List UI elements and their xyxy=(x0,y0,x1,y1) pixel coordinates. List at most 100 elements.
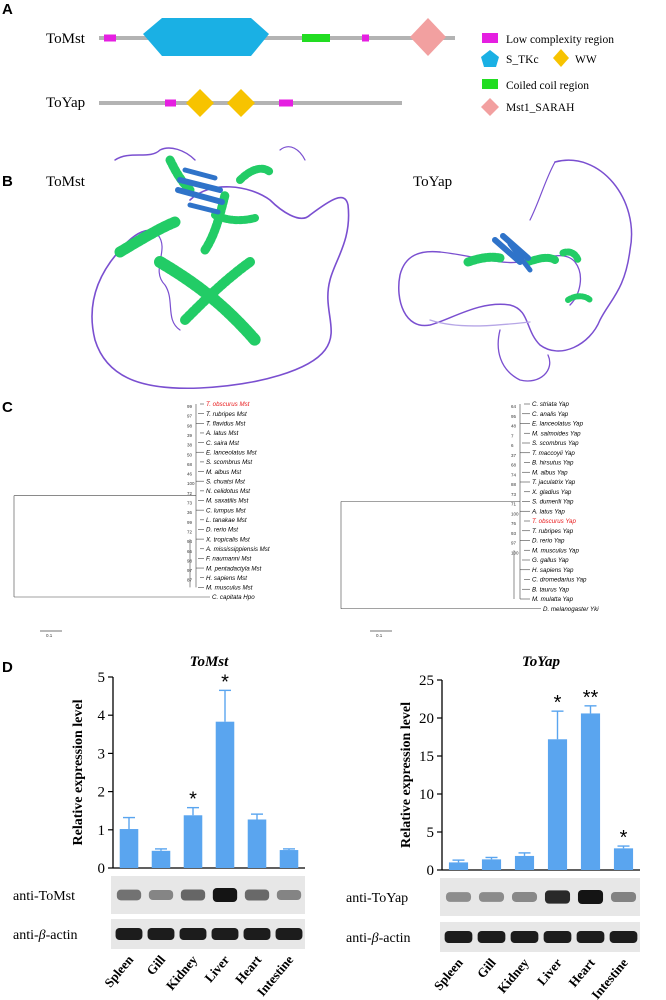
legend-coiled-coil: Coiled coil region xyxy=(506,80,589,92)
y-tick-label: 4 xyxy=(98,708,106,724)
category-label: Kidney xyxy=(163,952,201,993)
y-axis-label: Relative expression level xyxy=(71,699,86,845)
target-protein-band xyxy=(577,890,604,904)
taxon-label: G. gallus Yap xyxy=(532,557,569,564)
tomst-sheet-4 xyxy=(187,202,221,215)
yap-phylogenetic-tree: C. striata Yap C. analis Yap E. lanceolatu… xyxy=(340,401,599,638)
target-protein-band xyxy=(116,889,142,901)
actin-band xyxy=(211,928,239,940)
target-protein-band xyxy=(610,891,637,903)
actin-band xyxy=(243,928,271,940)
bootstrap-value: 73 xyxy=(511,492,517,497)
actin-band xyxy=(275,928,303,940)
significance-marker: * xyxy=(554,692,562,714)
bar xyxy=(613,848,634,870)
category-label: Liver xyxy=(534,955,565,988)
taxon-label: C. striata Yap xyxy=(532,401,569,408)
taxon-label: D. melanogaster Yki xyxy=(543,606,599,613)
bootstrap-value: 97 xyxy=(187,568,193,573)
bootstrap-value: 38 xyxy=(187,443,193,448)
taxon-label: E. lanceolatus Yap xyxy=(532,421,584,428)
bootstrap-value: 88 xyxy=(511,482,517,487)
category-label: Heart xyxy=(565,955,598,990)
tomst-domain-track xyxy=(99,18,455,56)
target-protein-band xyxy=(276,889,302,901)
pink-diamond-icon xyxy=(481,98,499,116)
toyap-coil-faint xyxy=(429,319,531,327)
taxon-label: C. saira Mst xyxy=(206,440,239,447)
y-tick-label: 5 xyxy=(427,825,435,841)
target-protein-band xyxy=(244,889,270,901)
taxon-label: C. dromedarius Yap xyxy=(532,577,587,584)
toyap-helix-2 xyxy=(524,253,559,266)
toyap-ww-domain-2 xyxy=(227,89,255,117)
taxon-label: M. musculus Mst xyxy=(206,585,253,592)
anti-toyap-label: anti-ToYap xyxy=(346,891,408,906)
toyap-helix-3 xyxy=(559,248,582,264)
taxon-label: A. latus Yap xyxy=(531,508,565,515)
bootstrap-value: 94 xyxy=(187,539,193,544)
actin-band xyxy=(444,931,473,943)
bootstrap-value: 72 xyxy=(187,529,193,534)
highlighted-taxon-label: T. obscurus Yap xyxy=(532,518,576,525)
bootstrap-value: 36 xyxy=(187,510,193,515)
taxon-label: M. pentadactyla Mst xyxy=(206,565,262,572)
taxon-label: X. tropicalis Mst xyxy=(205,536,250,543)
bootstrap-value: 64 xyxy=(511,404,517,409)
toyap-coil-loop xyxy=(398,159,633,352)
toyap-coil-inner xyxy=(439,251,582,306)
actin-band xyxy=(147,928,175,940)
domain-legend: Low complexity region S_TKc WW Coiled co… xyxy=(481,33,614,116)
panel-c-letter: C xyxy=(2,399,13,416)
taxon-label: M. salmoides Yap xyxy=(532,430,581,437)
tomst-coil-top xyxy=(114,147,196,161)
yellow-diamond-icon xyxy=(553,49,569,67)
actin-blot-membrane-right xyxy=(440,922,640,952)
tomst-helix-5 xyxy=(165,155,195,195)
bar xyxy=(547,739,568,870)
target-protein-band xyxy=(544,890,571,904)
anti-tomst-label: anti-ToMst xyxy=(13,889,75,904)
mst-phylogenetic-tree: T. obscurus Mst T. rubripes Mst T. flavidu… xyxy=(13,401,270,638)
tomst-structure-label: ToMst xyxy=(46,174,86,190)
taxon-label: L. tanakae Mst xyxy=(206,517,247,524)
bootstrap-value: 48 xyxy=(511,424,517,429)
taxon-label: M. mulatta Yap xyxy=(532,596,574,603)
target-protein-band xyxy=(511,892,538,902)
toyap-sheet-3 xyxy=(507,241,533,273)
panel-d: D ToMst Relative expression level 0 1 2 3 4 5 Sp… xyxy=(2,654,640,1000)
highlighted-taxon-label: T. obscurus Mst xyxy=(206,401,250,408)
taxon-label: C. lumpus Mst xyxy=(206,507,246,514)
taxon-label: S. scombrus Yap xyxy=(532,440,579,447)
toyap-domain-track xyxy=(99,89,402,117)
tree-scale-label: 0.1 xyxy=(376,633,383,638)
tomst-helix-1 xyxy=(114,216,181,258)
bootstrap-value: 37 xyxy=(511,453,517,458)
taxon-label: M. musculus Yap xyxy=(532,547,579,554)
tomst-helix-6 xyxy=(236,164,274,184)
toyap-helix-1 xyxy=(463,252,505,267)
taxon-label: M. albus Mst xyxy=(206,469,241,476)
chart-title: ToMst xyxy=(190,654,229,670)
legend-s-tkc: S_TKc xyxy=(506,54,539,66)
actin-band xyxy=(510,931,539,943)
tomst-sheet-2 xyxy=(175,187,225,205)
taxon-label: B. taurus Yap xyxy=(532,586,569,593)
taxon-label: T. rubripes Yap xyxy=(532,528,574,535)
toyap-low-complexity-2 xyxy=(279,99,293,107)
tomst-helix-2 xyxy=(154,256,261,346)
bootstrap-value: 97 xyxy=(187,414,193,419)
y-tick-label: 2 xyxy=(98,785,106,801)
bootstrap-value: 76 xyxy=(511,521,517,526)
target-protein-band xyxy=(445,892,472,902)
legend-low-complexity: Low complexity region xyxy=(506,34,614,46)
bootstrap-value: 99 xyxy=(187,520,193,525)
category-label: Spleen xyxy=(101,952,137,990)
bar xyxy=(580,713,601,870)
panel-d-letter: D xyxy=(2,659,13,676)
bar xyxy=(215,721,235,868)
taxon-label: T. flavidus Mst xyxy=(206,421,246,428)
actin-band xyxy=(576,931,605,943)
tomst-helix-7 xyxy=(211,211,259,225)
